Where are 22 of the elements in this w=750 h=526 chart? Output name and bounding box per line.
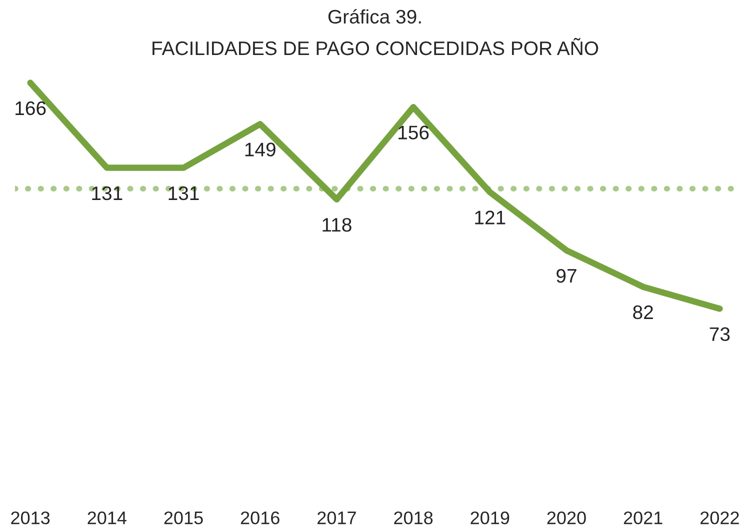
chart-title: Gráfica 39. xyxy=(328,9,421,24)
data-label: 121 xyxy=(475,210,506,224)
data-label: 166 xyxy=(16,101,46,116)
data-label: 156 xyxy=(398,126,429,140)
x-tick-label: 2021 xyxy=(624,512,662,524)
x-tick-label: 2017 xyxy=(318,512,356,524)
x-tick-label: 2018 xyxy=(394,512,433,524)
x-tick-label: 2013 xyxy=(11,512,50,524)
data-label: 73 xyxy=(710,327,730,342)
data-label: 118 xyxy=(322,218,352,232)
chart-subtitle: FACILIDADES DE PAGO CONCEDIDAS POR AÑO xyxy=(152,38,598,56)
x-tick-label: 2016 xyxy=(240,512,280,524)
data-label: 131 xyxy=(92,186,122,200)
x-tick-label: 2022 xyxy=(700,512,739,524)
data-label: 149 xyxy=(245,142,276,156)
x-tick-label: 2020 xyxy=(547,512,586,524)
data-label: 97 xyxy=(556,268,576,283)
x-tick-label: 2014 xyxy=(88,512,126,524)
x-tick-label: 2015 xyxy=(164,512,203,524)
data-label: 131 xyxy=(168,186,199,200)
x-tick-label: 2019 xyxy=(470,512,510,524)
data-label: 82 xyxy=(633,305,653,320)
